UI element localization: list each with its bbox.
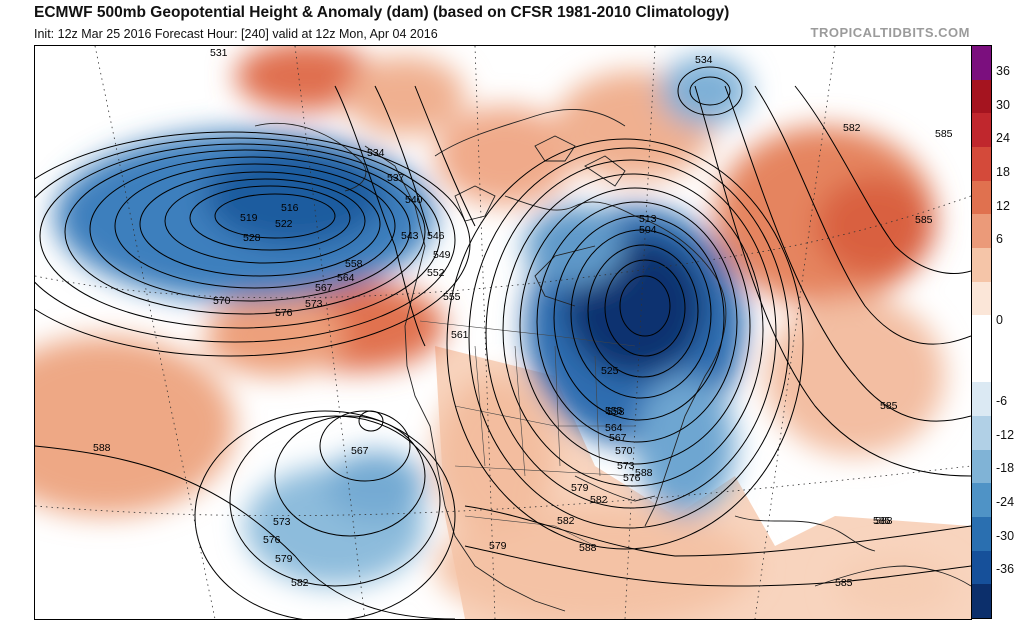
coastlines: [254, 108, 971, 612]
colorbar-segment: [972, 180, 991, 215]
map-subtitle: Init: 12z Mar 25 2016 Forecast Hour: [24…: [34, 27, 438, 41]
contour-label: 585: [915, 214, 933, 226]
colorbar-segment: [972, 348, 991, 383]
contour-label: 534: [695, 54, 713, 66]
colorbar-segment: [972, 550, 991, 585]
colorbar-segment: [972, 416, 991, 451]
colorbar-tick-label: -6: [996, 393, 1008, 408]
contour-label: 576: [623, 472, 641, 484]
colorbar-tick-label: -30: [996, 528, 1015, 543]
contour-label: 528: [243, 232, 261, 244]
colorbar-segment: [972, 315, 991, 350]
contour-label: 504: [639, 224, 657, 236]
graticule: [35, 46, 971, 619]
contour-label: 534: [367, 147, 385, 159]
contour-label: 585: [935, 128, 953, 140]
contour-label: 579: [489, 540, 507, 552]
contour-label: 582: [291, 577, 309, 589]
contour-label: 567: [315, 282, 333, 294]
contour-label: 537: [387, 172, 405, 184]
colorbar-segment: [972, 281, 991, 316]
contour-label: 582: [843, 122, 861, 134]
contour-label: 588: [875, 515, 893, 527]
height-contours: [35, 66, 971, 619]
contour-label: 522: [275, 218, 293, 230]
contour-label: 573: [305, 298, 323, 310]
contour-label: 579: [571, 482, 589, 494]
contour-label: 525: [601, 365, 619, 377]
contour-label: 555: [443, 291, 461, 303]
contour-label: 519: [240, 212, 258, 224]
contour-label: 564: [605, 422, 623, 434]
colorbar-tick-label: 36: [996, 64, 1010, 79]
contour-label: 564: [337, 272, 355, 284]
colorbar-segment: [972, 46, 991, 81]
contour-label: 558: [607, 406, 625, 418]
colorbar-tick-label: 24: [996, 131, 1010, 146]
site-credit: TROPICALTIDBITS.COM: [810, 25, 970, 40]
contour-label: 588: [93, 442, 111, 454]
contour-label: 576: [263, 534, 281, 546]
contour-label: 552: [427, 267, 445, 279]
colorbar-tick-label: -12: [996, 427, 1015, 442]
contour-labels: 531 534 537 540 543 546 549 552 555 558 …: [93, 47, 953, 589]
colorbar-segment: [972, 247, 991, 283]
colorbar-tick-label: -24: [996, 494, 1015, 509]
contour-label: 543: [401, 230, 419, 242]
contour-label: 573: [617, 460, 635, 472]
colorbar-segment: [972, 449, 991, 484]
contour-label: 579: [275, 553, 293, 565]
contour-label: 555: [605, 405, 623, 417]
colorbar-tick-label: 12: [996, 198, 1010, 213]
contour-label: 588: [579, 542, 597, 554]
colorbar-tick-label: -18: [996, 461, 1015, 476]
map-panel: 531 534 537 540 543 546 549 552 555 558 …: [34, 45, 972, 620]
contour-label: 585: [873, 515, 891, 527]
anomaly-colorbar: [971, 45, 992, 619]
contour-label: 567: [609, 432, 627, 444]
contour-label: 561: [451, 329, 469, 341]
contour-label: 549: [433, 249, 451, 261]
colorbar-tick-label: 6: [996, 232, 1003, 247]
contour-label: 582: [590, 494, 608, 506]
contour-label: 558: [345, 258, 363, 270]
colorbar-tick-label: 18: [996, 165, 1010, 180]
contour-label: 567: [351, 445, 369, 457]
contour-label: 582: [557, 515, 575, 527]
anomaly-shading: [35, 46, 955, 619]
colorbar-segment: [972, 79, 991, 114]
contour-label: 546: [427, 230, 445, 242]
colorbar-segment: [972, 517, 991, 552]
contour-label: 585: [880, 400, 898, 412]
contour-label: 516: [281, 202, 299, 214]
contour-label: 573: [273, 516, 291, 528]
colorbar-tick-label: 30: [996, 97, 1010, 112]
contour-label: 531: [210, 47, 228, 59]
contour-label: 570: [615, 445, 633, 457]
colorbar-segment: [972, 382, 991, 417]
colorbar-ticks: 36 30 24 18 12 6 0 -6 -12 -18 -24 -30 -36: [994, 45, 1024, 619]
colorbar-tick-label: 0: [996, 313, 1003, 328]
colorbar-segment: [972, 113, 991, 148]
colorbar-segment: [972, 146, 991, 182]
contour-label: 576: [275, 307, 293, 319]
contour-label: 588: [635, 467, 653, 479]
map-title: ECMWF 500mb Geopotential Height & Anomal…: [34, 4, 730, 21]
colorbar-segment: [972, 483, 991, 518]
colorbar-segment: [972, 214, 991, 249]
contour-label: 513: [639, 213, 657, 225]
contour-label: 570: [213, 295, 231, 307]
contour-label: 585: [835, 577, 853, 589]
map-canvas: 531 534 537 540 543 546 549 552 555 558 …: [35, 46, 971, 619]
contour-label: 540: [405, 194, 423, 206]
colorbar-tick-label: -36: [996, 562, 1015, 577]
colorbar-segment: [972, 584, 991, 619]
